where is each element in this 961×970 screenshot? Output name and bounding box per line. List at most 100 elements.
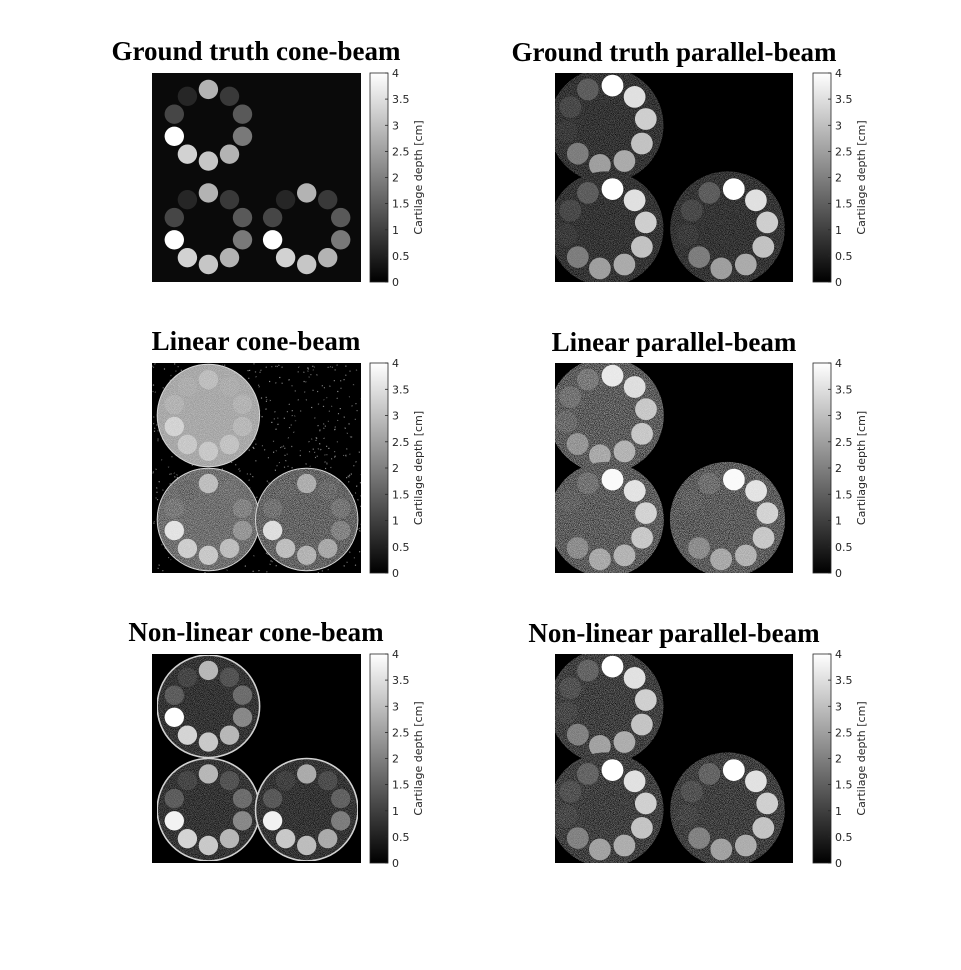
noise-speck — [334, 426, 336, 428]
insert-disk — [745, 189, 767, 212]
noise-speck — [286, 411, 288, 413]
noise-speck — [170, 374, 172, 377]
panel-1: Ground truth cone-beam 0 0.5 1 1.5 2 2.5 3 3.5 4 C… — [111, 36, 425, 289]
noise-speck — [294, 415, 296, 417]
phantom-lower-left — [555, 752, 664, 863]
insert-disk — [198, 764, 219, 784]
noise-speck — [155, 468, 157, 470]
colorbar-tick-label: 1.5 — [835, 779, 853, 792]
insert-disk — [589, 735, 611, 757]
insert-disk — [164, 230, 184, 250]
noise-speck — [153, 430, 156, 432]
noise-speck — [346, 561, 348, 563]
insert-disk — [555, 224, 578, 246]
noise-speck — [360, 505, 361, 507]
noise-speck — [354, 564, 357, 566]
noise-speck — [255, 376, 257, 378]
insert-disk — [698, 472, 721, 495]
noise-speck — [287, 465, 289, 467]
insert-disk — [601, 364, 624, 387]
insert-disk — [232, 416, 253, 437]
noise-speck — [157, 440, 159, 442]
insert-disk — [318, 248, 338, 268]
colorbar-tick-label: 3 — [392, 700, 399, 713]
noise-speck — [259, 371, 261, 373]
noise-speck — [285, 460, 287, 462]
noise-speck — [288, 403, 290, 405]
insert-disk — [164, 520, 184, 541]
noise-speck — [348, 476, 350, 478]
insert-disk — [613, 150, 636, 172]
phantom-upper-left — [156, 363, 261, 468]
noise-speck — [312, 389, 314, 391]
phantom-edge — [156, 654, 261, 759]
noise-speck — [269, 563, 271, 565]
insert-disk — [262, 498, 283, 519]
noise-speck — [266, 571, 268, 573]
noise-speck — [254, 438, 256, 440]
insert-disk — [275, 538, 296, 559]
noise-speck — [305, 399, 307, 401]
noise-speck — [291, 410, 293, 412]
insert-disk — [198, 473, 219, 494]
noise-speck — [291, 445, 293, 448]
panel-title: Non-linear parallel-beam — [528, 618, 820, 648]
colorbar-tick-label: 1 — [392, 515, 399, 528]
noise-speck — [288, 427, 291, 429]
noise-speck — [272, 440, 275, 442]
insert-disk — [589, 444, 611, 467]
colorbar-tick-label: 3.5 — [392, 93, 410, 106]
noise-speck — [346, 477, 348, 479]
insert-disk — [219, 480, 240, 501]
insert-disk — [723, 468, 745, 491]
noise-speck — [252, 446, 254, 448]
noise-speck — [267, 457, 269, 459]
insert-disk — [613, 731, 636, 753]
noise-speck — [357, 528, 359, 530]
insert-disk — [232, 788, 253, 809]
insert-disk — [566, 246, 589, 268]
noise-speck — [355, 461, 357, 463]
insert-disk — [745, 480, 767, 502]
noise-speck — [152, 366, 155, 368]
panels: Ground truth cone-beam 0 0.5 1 1.5 2 2.5 3 3.5 4 C… — [111, 36, 868, 870]
colorbar-tick-label: 2.5 — [392, 145, 410, 158]
insert-disk — [232, 394, 253, 415]
image-content — [555, 73, 785, 282]
insert-disk — [577, 368, 599, 391]
insert-disk — [164, 416, 184, 437]
insert-disk — [601, 178, 624, 201]
colorbar-tick-label: 3 — [835, 410, 842, 423]
insert-disk — [232, 498, 253, 519]
noise-speck — [291, 467, 293, 469]
noise-speck — [331, 458, 333, 460]
insert-disk — [232, 126, 253, 146]
noise-speck — [323, 387, 325, 389]
insert-disk — [559, 96, 582, 118]
noise-speck — [331, 405, 333, 407]
noise-speck — [177, 366, 179, 368]
insert-disk — [232, 230, 253, 250]
noise-speck — [333, 380, 335, 382]
insert-disk — [631, 817, 653, 839]
colorbar-tick-label: 1 — [835, 515, 842, 528]
noise-speck — [294, 390, 296, 392]
insert-disk — [177, 829, 198, 849]
phantom-lower-right — [262, 183, 351, 275]
noise-speck — [339, 408, 341, 410]
insert-disk — [559, 199, 582, 222]
noise-speck — [309, 465, 311, 467]
noise-speck — [239, 470, 241, 472]
noise-speck — [271, 561, 273, 563]
noise-speck — [284, 447, 286, 449]
phantom-upper-left — [555, 73, 664, 183]
noise-speck — [276, 365, 278, 368]
insert-disk — [559, 490, 582, 512]
insert-disk — [262, 207, 283, 228]
insert-disk — [331, 811, 351, 831]
insert-disk — [623, 86, 646, 108]
noise-speck — [352, 494, 354, 496]
colorbar-tick-label: 2.5 — [835, 436, 853, 449]
insert-disk — [275, 190, 296, 210]
insert-disk — [631, 422, 653, 445]
